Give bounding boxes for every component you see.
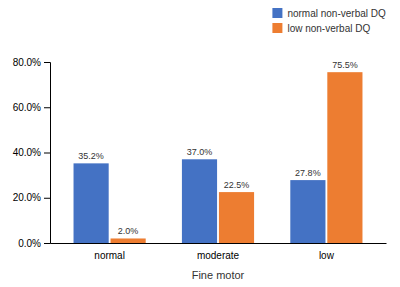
- x-axis-line: [51, 243, 387, 244]
- y-tick-label: 20.0%: [13, 192, 41, 203]
- plot-area: 0.0% 20.0% 40.0% 60.0% 80.0% normal moderate lo…: [13, 57, 387, 261]
- legend-item: low non-verbal DQ: [272, 23, 370, 34]
- bar: [111, 238, 146, 243]
- bar: [74, 163, 109, 243]
- legend-swatch: [272, 23, 282, 33]
- data-label: 2.0%: [118, 226, 139, 236]
- bars: [74, 72, 363, 243]
- y-tick: 0.0%: [18, 238, 50, 249]
- data-label: 27.8%: [295, 168, 321, 178]
- bar: [290, 180, 325, 243]
- y-tick: 20.0%: [13, 192, 50, 203]
- x-tick-label: low: [319, 250, 335, 261]
- y-tick-label: 80.0%: [13, 57, 41, 68]
- x-tick-label: normal: [94, 250, 125, 261]
- bar: [182, 159, 217, 243]
- y-tick-mark: [44, 243, 50, 244]
- y-tick: 80.0%: [13, 57, 50, 68]
- legend-label: normal non-verbal DQ: [287, 8, 386, 19]
- legend-label: low non-verbal DQ: [287, 23, 370, 34]
- x-tick: moderate: [197, 250, 240, 261]
- y-tick-mark: [44, 62, 50, 63]
- y-tick-mark: [44, 153, 50, 154]
- x-tick: normal: [94, 250, 125, 261]
- data-label: 75.5%: [332, 60, 358, 70]
- legend: normal non-verbal DQ low non-verbal DQ: [272, 8, 386, 34]
- x-tick: low: [319, 250, 335, 261]
- x-axis-title: Fine motor: [192, 269, 245, 281]
- data-labels: 35.2% 37.0% 27.8% 2.0% 22.5% 75.5%: [78, 60, 357, 236]
- data-label: 22.5%: [224, 180, 250, 190]
- y-tick-mark: [44, 198, 50, 199]
- y-tick-mark: [44, 107, 50, 108]
- y-tick: 60.0%: [13, 102, 50, 113]
- bar: [219, 192, 254, 243]
- y-tick-label: 0.0%: [18, 238, 41, 249]
- y-axis: 0.0% 20.0% 40.0% 60.0% 80.0%: [13, 57, 51, 249]
- x-axis: normal moderate low: [51, 244, 387, 262]
- data-label: 37.0%: [187, 147, 213, 157]
- y-tick-label: 60.0%: [13, 102, 41, 113]
- data-label: 35.2%: [78, 151, 104, 161]
- legend-item: normal non-verbal DQ: [272, 8, 386, 19]
- bar: [327, 72, 362, 243]
- y-tick: 40.0%: [13, 147, 50, 158]
- legend-swatch: [272, 8, 282, 18]
- y-tick-label: 40.0%: [13, 147, 41, 158]
- y-axis-line: [44, 63, 51, 244]
- chart: 0.0% 20.0% 40.0% 60.0% 80.0% normal moderate lo…: [0, 0, 400, 287]
- x-tick-label: moderate: [197, 250, 240, 261]
